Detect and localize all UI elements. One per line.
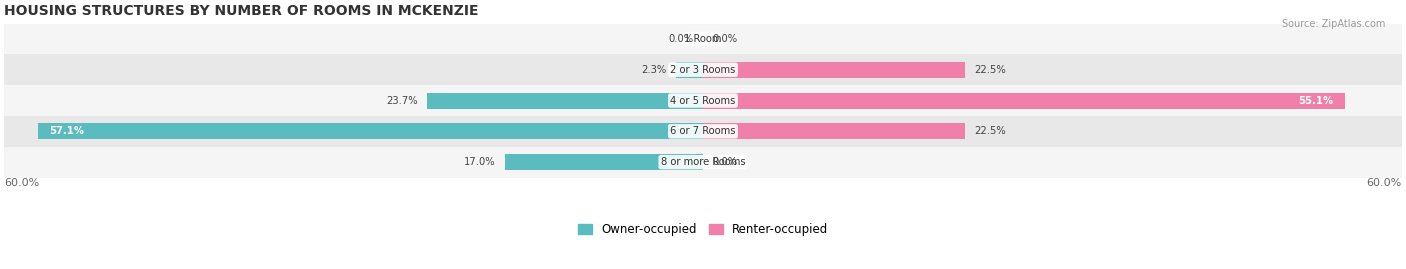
Bar <box>703 62 965 78</box>
Text: 0.0%: 0.0% <box>669 34 693 44</box>
Text: 17.0%: 17.0% <box>464 157 496 167</box>
Text: 55.1%: 55.1% <box>1298 95 1333 105</box>
Text: 60.0%: 60.0% <box>4 178 39 187</box>
Text: 23.7%: 23.7% <box>387 95 418 105</box>
Text: 22.5%: 22.5% <box>974 65 1007 75</box>
Bar <box>505 154 703 170</box>
Text: 6 or 7 Rooms: 6 or 7 Rooms <box>671 126 735 136</box>
Text: 2.3%: 2.3% <box>641 65 666 75</box>
Bar <box>4 23 1402 54</box>
Text: 22.5%: 22.5% <box>974 126 1007 136</box>
Text: 1 Room: 1 Room <box>685 34 721 44</box>
Text: 8 or more Rooms: 8 or more Rooms <box>661 157 745 167</box>
Bar <box>703 93 1344 108</box>
Text: 2 or 3 Rooms: 2 or 3 Rooms <box>671 65 735 75</box>
Text: Source: ZipAtlas.com: Source: ZipAtlas.com <box>1281 19 1385 29</box>
Bar <box>4 54 1402 85</box>
Bar <box>4 85 1402 116</box>
Text: 0.0%: 0.0% <box>713 34 737 44</box>
Text: HOUSING STRUCTURES BY NUMBER OF ROOMS IN MCKENZIE: HOUSING STRUCTURES BY NUMBER OF ROOMS IN… <box>4 4 478 18</box>
Text: 60.0%: 60.0% <box>1367 178 1402 187</box>
Bar <box>4 116 1402 147</box>
Text: 57.1%: 57.1% <box>49 126 84 136</box>
Bar <box>4 147 1402 178</box>
Bar <box>427 93 703 108</box>
Legend: Owner-occupied, Renter-occupied: Owner-occupied, Renter-occupied <box>572 218 834 241</box>
Text: 4 or 5 Rooms: 4 or 5 Rooms <box>671 95 735 105</box>
Bar <box>703 123 965 139</box>
Text: 0.0%: 0.0% <box>713 157 737 167</box>
Bar <box>676 62 703 78</box>
Bar <box>38 123 703 139</box>
